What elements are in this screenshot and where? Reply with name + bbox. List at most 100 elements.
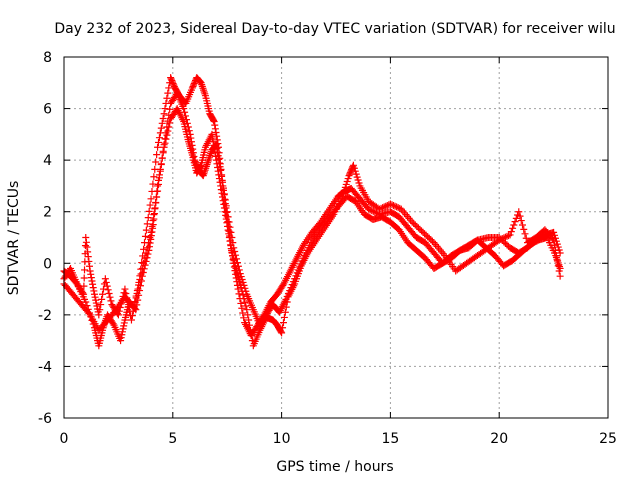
data-point-marker (214, 152, 222, 160)
data-point-marker (297, 260, 305, 268)
data-point-marker (512, 214, 520, 222)
data-point-marker (180, 105, 188, 113)
data-point-marker (391, 202, 399, 210)
data-point-marker (556, 264, 564, 272)
data-point-marker (150, 173, 158, 181)
data-point-marker (344, 175, 352, 183)
data-point-marker (188, 141, 196, 149)
y-tick-label: 8 (43, 50, 52, 66)
data-point-marker (149, 224, 157, 232)
data-point-marker (417, 227, 425, 235)
data-point-marker (380, 203, 388, 211)
data-point-marker (289, 278, 297, 286)
data-point-marker (382, 202, 390, 210)
data-point-marker (433, 242, 441, 250)
data-point-marker (233, 255, 241, 263)
data-point-marker (213, 132, 221, 140)
data-point-marker (213, 136, 221, 144)
y-axis-label: SDTVAR / TECUs (6, 181, 22, 296)
data-point-marker (503, 241, 511, 249)
data-point-marker (146, 201, 154, 209)
x-axis-label: GPS time / hours (276, 459, 393, 475)
data-point-marker (119, 325, 127, 333)
y-tick-label: 0 (43, 256, 52, 272)
data-point-marker (85, 309, 93, 317)
data-point-marker (438, 248, 446, 256)
data-point-marker (239, 291, 247, 299)
data-point-marker (282, 295, 290, 303)
data-point-marker (153, 193, 161, 201)
data-point-marker (400, 209, 408, 217)
data-point-marker (191, 156, 199, 164)
data-point-marker (109, 320, 117, 328)
data-point-marker (211, 125, 219, 133)
data-point-marker (215, 155, 223, 163)
y-tick-label: -2 (38, 308, 52, 324)
data-point-marker (150, 211, 158, 219)
data-point-marker (371, 208, 379, 216)
data-point-marker (147, 195, 155, 203)
data-point-marker (296, 263, 304, 271)
data-point-marker (158, 154, 166, 162)
data-point-marker (128, 302, 136, 310)
data-point-marker (141, 232, 149, 240)
data-point-marker (131, 298, 139, 306)
data-point-marker (365, 205, 373, 213)
data-point-marker (133, 287, 141, 295)
data-point-marker (352, 170, 360, 178)
data-point-marker (280, 313, 288, 321)
data-point-marker (240, 314, 248, 322)
data-point-marker (191, 158, 199, 166)
data-point-marker (210, 117, 218, 125)
data-point-marker (283, 292, 291, 300)
data-point-marker (246, 321, 254, 329)
data-point-marker (234, 262, 242, 270)
data-point-marker (355, 179, 363, 187)
data-point-marker (92, 299, 100, 307)
data-point-marker (343, 178, 351, 186)
data-point-marker (183, 119, 191, 127)
data-point-marker (376, 205, 384, 213)
data-point-marker (149, 217, 157, 225)
data-point-marker (156, 167, 164, 175)
data-point-marker (243, 306, 251, 314)
data-point-marker (134, 285, 142, 293)
data-point-marker (82, 298, 90, 306)
data-point-marker (517, 217, 525, 225)
data-point-marker (416, 225, 424, 233)
data-point-marker (509, 224, 517, 232)
data-point-marker (500, 234, 508, 242)
data-point-marker (503, 232, 511, 240)
data-point-marker (218, 172, 226, 180)
data-point-marker (386, 200, 394, 208)
data-point-marker (238, 275, 246, 283)
data-point-marker (165, 84, 173, 92)
data-point-marker (226, 223, 234, 231)
data-point-marker (85, 257, 93, 265)
data-point-marker (435, 244, 443, 252)
data-point-marker (341, 183, 349, 191)
data-point-marker (164, 117, 172, 125)
data-point-marker (345, 172, 353, 180)
data-point-marker (90, 290, 98, 298)
data-point-marker (366, 206, 374, 214)
data-point-marker (501, 233, 509, 241)
data-point-marker (120, 322, 128, 330)
data-point-marker (212, 141, 220, 149)
data-point-marker (143, 220, 151, 228)
data-point-marker (293, 269, 301, 277)
data-point-marker (239, 309, 247, 317)
data-point-marker (520, 225, 528, 233)
data-point-marker (160, 110, 168, 118)
data-point-marker (82, 238, 90, 246)
data-point-marker (510, 221, 518, 229)
data-point-marker (170, 81, 178, 89)
data-point-marker (498, 235, 506, 243)
data-point-marker (211, 121, 219, 129)
data-point-marker (169, 80, 177, 88)
data-point-marker (407, 216, 415, 224)
data-point-marker (279, 324, 287, 332)
data-point-marker (506, 231, 514, 239)
y-tick-label: 2 (43, 205, 52, 221)
